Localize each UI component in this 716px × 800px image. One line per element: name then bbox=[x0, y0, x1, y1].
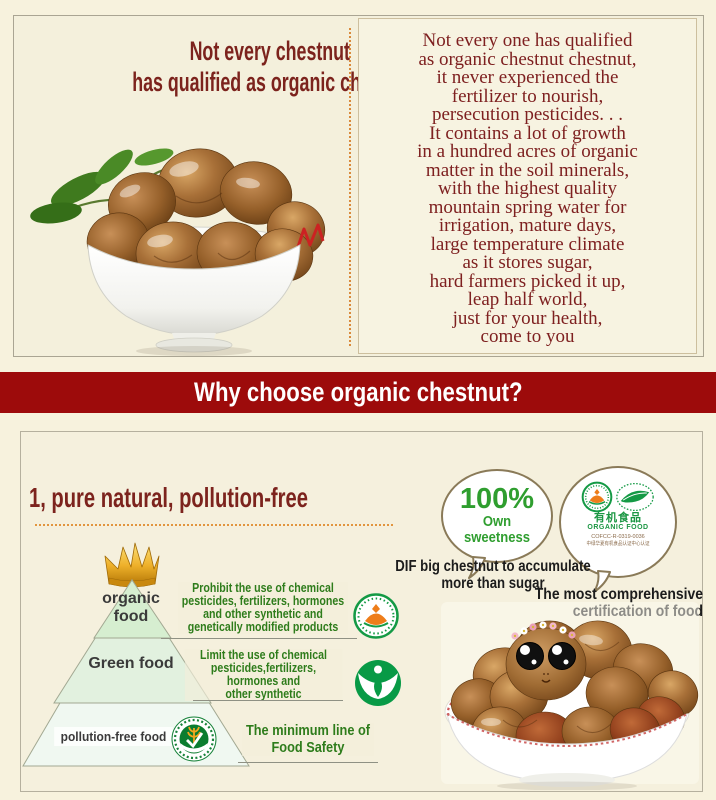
bottom-panel: 1, pure natural, pollution-free organic … bbox=[20, 431, 703, 792]
poem-line: persecution pesticides. . . bbox=[431, 104, 623, 125]
poem-line: it never experienced the bbox=[436, 67, 619, 88]
headline-line-2: has qualified as organic chestnut bbox=[132, 67, 415, 97]
note-underline bbox=[161, 638, 357, 639]
pollution-free-food-logo bbox=[171, 716, 217, 762]
caption-line: more than sugar bbox=[441, 574, 545, 592]
poem-line: Not every one has qualified bbox=[422, 30, 633, 51]
note-underline bbox=[238, 762, 378, 763]
ribbon bbox=[294, 223, 325, 254]
cartoon-chestnut-face bbox=[505, 621, 587, 701]
note-organic-food: Prohibit the use of chemical pesticides,… bbox=[178, 582, 348, 634]
poem-line: mountain spring water for bbox=[428, 196, 627, 218]
section-heading: 1, pure natural, pollution-free bbox=[29, 482, 308, 513]
sweetness-percent: 100% bbox=[459, 483, 535, 515]
poem-line: leap half world, bbox=[467, 289, 588, 310]
caption-sweetness: DIF big chestnut to accumulate more than… bbox=[391, 558, 595, 592]
note-line: other synthetic bbox=[225, 687, 302, 701]
green-food-logo bbox=[355, 660, 401, 706]
note-food-safety: The minimum line of Food Safety bbox=[242, 723, 374, 756]
note-underline bbox=[193, 700, 343, 701]
banner-title: Why choose organic chestnut? bbox=[193, 377, 523, 407]
bubble-tail-icon bbox=[468, 556, 486, 579]
caption-line: The most comprehensive bbox=[534, 586, 703, 603]
cert-code: COFCC-R-0319-0036 bbox=[591, 534, 645, 540]
flower-crown bbox=[511, 621, 576, 640]
poem-line: large temperature climate bbox=[430, 233, 625, 255]
speech-bubble-certification: 有机食品 ORGANIC FOOD COFCC-R-0319-0036 中绿华夏… bbox=[559, 466, 677, 578]
note-line: Prohibit the use of chemical bbox=[192, 581, 334, 595]
bubble-tail-icon bbox=[593, 570, 611, 593]
note-line: Food Safety bbox=[271, 739, 345, 756]
pyramid-label-organic: organic food bbox=[102, 590, 160, 625]
poem-panel: Not every one has qualified as organic c… bbox=[358, 18, 697, 354]
pyramid-label-pollution-free: pollution-free food bbox=[54, 727, 173, 746]
headline-line-1: Not every chestnut bbox=[189, 36, 350, 66]
note-line: and other synthetic and bbox=[203, 607, 323, 621]
note-green-food: Limit the use of chemical pesticides,fer… bbox=[184, 648, 343, 701]
section-banner: Why choose organic chestnut? bbox=[0, 372, 716, 413]
chestnut-bowl-cartoon-photo bbox=[441, 602, 699, 790]
poem-line: It contains a lot of growth bbox=[429, 122, 626, 144]
pyramid-label-green: Green food bbox=[88, 655, 174, 672]
poem-line: come to you bbox=[480, 326, 575, 347]
poem-line: irrigation, mature days, bbox=[438, 215, 617, 236]
top-panel: Not every chestnut has qualified as orga… bbox=[13, 15, 704, 357]
note-line: hormones and bbox=[226, 674, 301, 688]
poem-line: as it stores sugar, bbox=[462, 252, 593, 273]
note-line: genetically modified products bbox=[187, 620, 339, 634]
poem-line: with the highest quality bbox=[438, 178, 617, 199]
poem-line: fertilizer to nourish, bbox=[451, 85, 604, 107]
dotted-divider bbox=[349, 28, 351, 346]
note-line: The minimum line of bbox=[245, 723, 371, 739]
note-line: Limit the use of chemical bbox=[200, 648, 327, 662]
caption-line: DIF big chestnut to accumulate bbox=[395, 558, 591, 575]
plate-front bbox=[446, 713, 688, 790]
speech-bubble-sweetness: 100% Own sweetness bbox=[441, 469, 553, 563]
cert-issuer: 中绿华夏有机食品认证中心认证 bbox=[586, 541, 650, 547]
cert-cn-label: 有机食品 bbox=[594, 512, 642, 524]
sweetness-label: Own sweetness bbox=[463, 514, 531, 546]
note-line: pesticides, fertilizers, hormones bbox=[181, 594, 345, 608]
poem-line: matter in the soil minerals, bbox=[425, 159, 630, 181]
cert-en-label: ORGANIC FOOD bbox=[587, 524, 649, 531]
note-line: pesticides,fertilizers, bbox=[210, 661, 317, 675]
organic-cert-swoosh-logo bbox=[616, 482, 654, 512]
organic-cert-logo-small bbox=[581, 481, 613, 513]
bowl bbox=[87, 244, 301, 356]
poem-line: hard farmers picked it up, bbox=[429, 270, 626, 292]
heading-underline bbox=[35, 524, 393, 526]
poem-line: as organic chestnut chestnut, bbox=[418, 48, 637, 70]
chestnut-bowl-photo bbox=[30, 148, 326, 356]
poem-line: in a hundred acres of organic bbox=[417, 141, 638, 162]
poem-line: just for your health, bbox=[452, 307, 603, 329]
leaves-decoration bbox=[30, 148, 200, 224]
certification-logos bbox=[561, 481, 675, 513]
headline: Not every chestnut has qualified as orga… bbox=[20, 36, 415, 98]
organic-food-logo bbox=[353, 593, 399, 639]
